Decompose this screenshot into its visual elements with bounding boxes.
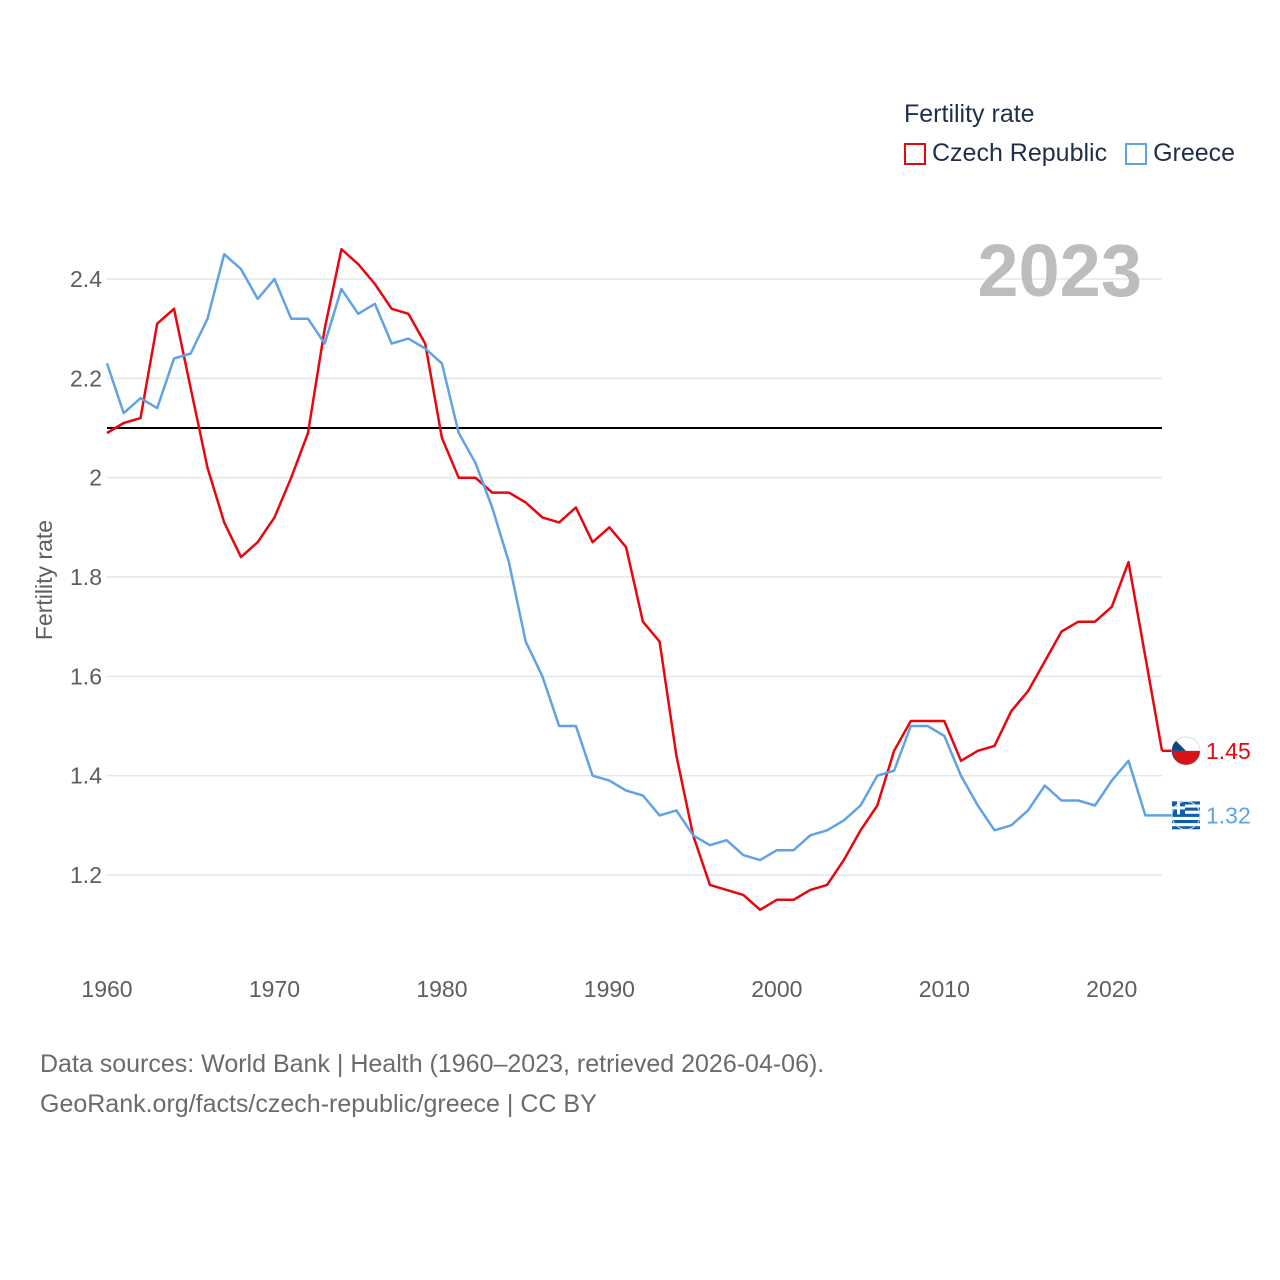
- y-tick-label: 2.2: [70, 365, 102, 391]
- y-tick-label: 2: [89, 465, 102, 491]
- series-line-czech-republic: [106, 247, 1164, 912]
- end-value-label-czech-republic: 1.45: [1206, 738, 1251, 764]
- attribution-link[interactable]: GeoRank.org/facts/czech-republic/greece …: [40, 1090, 597, 1118]
- x-tick-label: 1980: [416, 976, 467, 1002]
- x-tick-label: 1960: [81, 976, 132, 1002]
- sources-line: Data sources: World Bank | Health (1960–…: [40, 1050, 825, 1078]
- y-tick-label: 1.6: [70, 663, 102, 689]
- flag-stripe: [1172, 820, 1200, 824]
- flag-stripe: [1172, 826, 1200, 830]
- y-tick-label: 1.4: [70, 763, 102, 789]
- flag-blue: [1171, 740, 1186, 761]
- grid-lines: [107, 278, 1162, 876]
- x-axis-ticks: 1960 1970 1980 1990 2000 2010 2020: [81, 976, 1137, 1002]
- end-marker-greece: 1.32: [1162, 800, 1251, 830]
- y-axis-ticks: 1.2 1.4 1.6 1.8 2 2.2 2.4: [70, 266, 102, 888]
- y-axis-label: Fertility rate: [31, 520, 57, 640]
- x-tick-label: 2010: [919, 976, 970, 1002]
- current-year-label: 2023: [977, 229, 1142, 312]
- legend-title: Fertility rate: [904, 100, 1035, 128]
- series-line-greece: [105, 252, 1162, 862]
- legend-label-greece: Greece: [1153, 139, 1236, 167]
- legend-swatch-greece: [1125, 142, 1148, 165]
- flag-stripe: [1172, 801, 1200, 805]
- x-tick-label: 1970: [249, 976, 300, 1002]
- legend-label-czech-republic: Czech Republic: [932, 139, 1108, 167]
- x-tick-label: 1990: [584, 976, 635, 1002]
- flag-stripe: [1172, 807, 1200, 811]
- end-value-label-greece: 1.32: [1206, 802, 1251, 828]
- y-tick-label: 1.2: [70, 862, 102, 888]
- legend-item-czech-republic[interactable]: Czech Republic: [904, 139, 1107, 168]
- y-tick-label: 2.4: [70, 266, 102, 292]
- x-tick-label: 2000: [751, 976, 802, 1002]
- legend-swatch-czech-republic: [904, 142, 926, 165]
- flag-cross-h: [1172, 806, 1185, 810]
- series-lines: [105, 247, 1164, 912]
- czech-flag-icon: [1171, 736, 1201, 766]
- legend: Fertility rate Czech Republic Greece: [904, 100, 1235, 168]
- end-marker-czech-republic: 1.45: [1162, 736, 1251, 766]
- greece-flag-icon: [1171, 800, 1201, 830]
- data-sources: Data sources: World Bank | Health (1960–…: [40, 1044, 824, 1124]
- flag-red: [1172, 750, 1200, 765]
- flag-stripe: [1172, 813, 1200, 817]
- end-markers: 1.45 1.32: [1162, 736, 1251, 830]
- flag-outline: [1171, 800, 1201, 830]
- x-tick-label: 2020: [1086, 976, 1137, 1002]
- y-tick-label: 1.8: [70, 564, 102, 590]
- legend-item-greece[interactable]: Greece: [1125, 139, 1235, 168]
